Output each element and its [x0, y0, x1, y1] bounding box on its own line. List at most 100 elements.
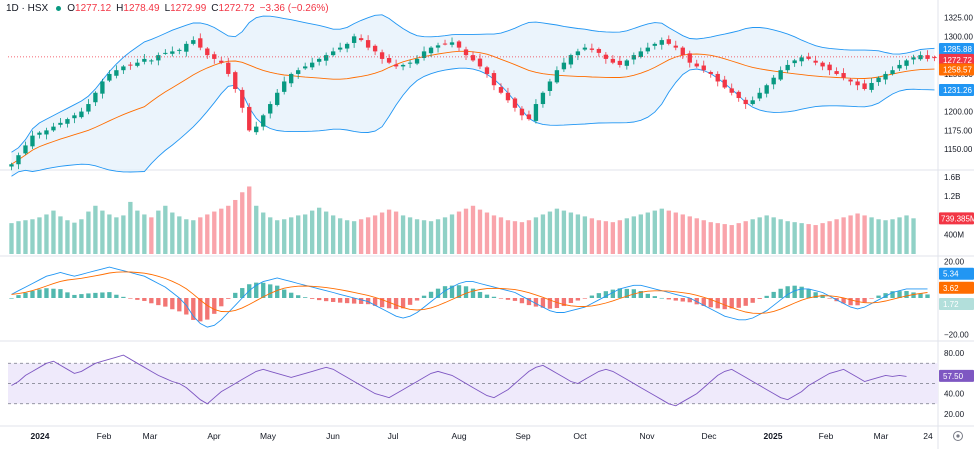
candle — [561, 57, 567, 72]
volume-bar — [785, 221, 790, 254]
macd-histogram-bar — [51, 288, 56, 298]
bb-lower-badge-bg — [939, 84, 974, 97]
candle — [659, 37, 664, 50]
candle-body — [736, 91, 741, 99]
candle-body — [645, 47, 650, 52]
macd-signal-line — [11, 271, 928, 314]
candle — [247, 103, 252, 132]
volume-bar — [79, 219, 84, 254]
time-axis-label: Sep — [515, 431, 530, 441]
candle — [547, 78, 553, 96]
volume-bar — [23, 220, 28, 254]
candle-body — [694, 63, 699, 67]
candle — [275, 89, 280, 107]
volume-bar — [519, 222, 525, 254]
candle — [212, 51, 217, 64]
candle — [715, 71, 720, 87]
histogram-last-badge-bg — [939, 297, 974, 310]
candle — [386, 54, 392, 65]
candle-body — [9, 164, 14, 167]
candle — [813, 55, 818, 66]
macd-histogram-bar — [386, 298, 392, 309]
candle — [862, 79, 867, 91]
candle-body — [337, 47, 343, 50]
volume-bar — [813, 225, 818, 254]
volume-bar — [435, 219, 441, 254]
candle — [37, 131, 42, 139]
volume-bar — [568, 212, 574, 254]
candle — [205, 47, 210, 59]
candle — [226, 57, 231, 77]
macd-histogram-bar — [554, 298, 560, 309]
candle-body — [883, 73, 888, 80]
candle — [400, 63, 406, 71]
macd-histogram-bar — [680, 298, 685, 302]
candle — [687, 50, 692, 68]
volume-bar — [729, 225, 734, 254]
macd-histogram-bar — [149, 298, 154, 304]
volume-bar — [344, 220, 350, 254]
volume-bar — [254, 205, 259, 254]
candle-body — [666, 39, 671, 44]
candle — [135, 58, 140, 68]
macd-histogram-bar — [841, 298, 846, 304]
volume-bar — [484, 212, 490, 254]
candle-body — [323, 55, 329, 61]
volume-bar — [645, 212, 650, 254]
macd-histogram-bar — [610, 289, 616, 298]
macd-last-badge: 5.34 — [943, 270, 959, 279]
macd-histogram-bar — [568, 298, 574, 303]
candle — [645, 42, 650, 55]
volume-last-badge: 739.385M — [941, 214, 974, 223]
candle-body — [240, 89, 245, 108]
macd-histogram-bar — [9, 298, 14, 299]
macd-histogram-bar — [652, 296, 657, 298]
candle — [652, 42, 657, 50]
candle — [589, 43, 595, 53]
macd-histogram-bar — [421, 295, 427, 298]
macd-histogram-bar — [268, 284, 273, 298]
candle — [785, 60, 790, 73]
candle-body — [303, 66, 308, 69]
macd-histogram-bar — [771, 291, 776, 298]
candle — [610, 55, 616, 65]
macd-histogram-bar — [316, 298, 322, 301]
volume-bar — [303, 214, 308, 254]
candle — [72, 112, 77, 124]
volume-bar — [386, 209, 392, 254]
close-label: C — [211, 3, 219, 14]
price-tick-label: 1150.00 — [944, 145, 973, 154]
macd-histogram-bar — [547, 298, 553, 309]
low-value: 1272.99 — [170, 3, 207, 14]
volume-bar — [554, 208, 560, 254]
candle — [799, 54, 804, 67]
macd-histogram-bar — [177, 298, 182, 312]
volume-bar — [121, 215, 126, 254]
volume-bar — [750, 219, 755, 254]
candle — [337, 42, 343, 53]
candle — [568, 53, 574, 69]
settings-gear-icon[interactable] — [953, 431, 963, 441]
volume-bar — [477, 209, 483, 254]
candle — [316, 57, 322, 66]
volume-bar — [72, 222, 77, 254]
signal-last-badge: 3.62 — [943, 284, 959, 293]
volume-bar — [163, 205, 168, 254]
macd-histogram-bar — [911, 292, 916, 298]
volume-bar — [142, 214, 147, 254]
symbol-label[interactable]: 1D · HSX — [6, 3, 49, 14]
candle-body — [750, 100, 755, 105]
candle-body — [358, 38, 364, 41]
macd-histogram-bar — [743, 298, 748, 306]
candle-body — [575, 51, 581, 56]
candle — [456, 39, 462, 52]
volume-bar — [310, 210, 315, 254]
candle-body — [827, 64, 832, 71]
macd-histogram-bar — [869, 298, 874, 299]
candle — [680, 46, 685, 59]
candle-body — [282, 81, 287, 92]
macd-histogram-bar — [442, 286, 448, 298]
candle-body — [757, 92, 762, 99]
time-axis-label: 2024 — [31, 431, 50, 441]
